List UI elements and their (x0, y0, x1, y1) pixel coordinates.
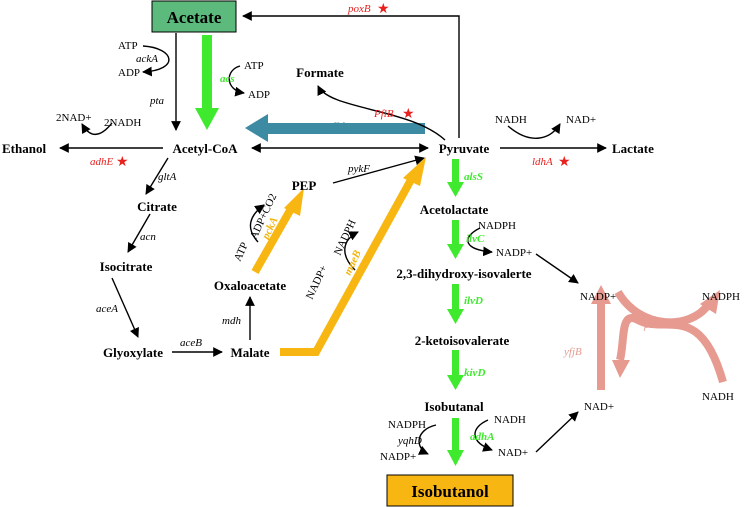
nad-ldh-label: NAD+ (566, 114, 596, 126)
ilvC-cofactor (467, 227, 493, 257)
nad-right-label: NAD+ (584, 401, 614, 413)
acetate-label: Acetate (167, 8, 222, 27)
ketoisovalerate-label: 2-ketoisovalerate (415, 333, 510, 348)
adhE-star: ★ (116, 155, 129, 170)
glyoxylate-label: Glyoxylate (103, 345, 163, 360)
yfjB-arrowhead (591, 285, 611, 304)
pntAB-arrowhead-up (700, 290, 720, 314)
pntAB-arrow2 (614, 289, 712, 327)
ethanol-label: Ethanol (2, 141, 46, 156)
atp-pck-label: ATP (232, 240, 251, 263)
ilvC-label: ilvC (466, 233, 485, 245)
malate-label: Malate (231, 345, 270, 360)
pykF-line (332, 155, 425, 184)
ldhA-star: ★ (558, 155, 571, 170)
kivD-label: kivD (464, 367, 485, 379)
nadph-right-label: NADPH (702, 291, 740, 303)
ydbk-arrow (245, 114, 425, 142)
pep-label: PEP (292, 178, 317, 193)
alsS-label: alsS (464, 171, 483, 183)
nad-transfer-line (535, 411, 579, 453)
pta-label: pta (149, 95, 165, 107)
acetyl-coa-label: Acetyl-CoA (173, 141, 239, 156)
pckA-arrowhead (284, 188, 304, 216)
nadp-right-label: NADP+ (580, 291, 616, 303)
poxB-star: ★ (377, 2, 390, 17)
dihydroxy-isovalerate-label: 2,3-dihydroxy-isovalerte (396, 266, 531, 281)
aceA-label: aceA (96, 303, 118, 315)
acetate-box (151, 0, 237, 33)
ilvD-label: ilvD (464, 295, 483, 307)
adhA-cofactor (474, 419, 493, 452)
pntAB-label: pntAB (643, 319, 672, 331)
poxB-line (242, 11, 460, 138)
mdh-label: mdh (222, 315, 241, 327)
green-chain (447, 159, 464, 466)
oxaloacetate-label: Oxaloacetate (214, 278, 286, 293)
ldhA-label: ldhA (532, 156, 553, 168)
pflB-star: ★ (402, 107, 415, 122)
maeB-cofactor (344, 231, 359, 271)
lactate-label: Lactate (612, 141, 654, 156)
nad-adh-label: 2NAD+ (56, 112, 92, 124)
nadp-transfer-line (535, 253, 579, 284)
isobutanal-label: Isobutanal (424, 399, 484, 414)
adhE-cofactor (81, 122, 113, 136)
poxB-label: poxB (347, 3, 371, 15)
ydbk-label: ydbk (324, 121, 348, 133)
nadp-ilvc-label: NADP+ (496, 247, 532, 259)
atp-ack-label: ATP (118, 40, 138, 52)
acs-arrow (195, 35, 219, 130)
pflB-label: PflB (373, 108, 394, 120)
atp-acs-label: ATP (244, 60, 264, 72)
ackA-cofactor (142, 45, 170, 77)
acs-cofactor (228, 65, 245, 97)
adp-ack-label: ADP (118, 67, 140, 79)
formate-label: Formate (296, 65, 344, 80)
yfjB-label: yfjB (563, 346, 582, 358)
pckA-arrow (251, 205, 296, 274)
nadh-adha-label: NADH (494, 414, 526, 426)
pflB-line (317, 85, 446, 141)
isobutanol-label: Isobutanol (411, 482, 489, 501)
adp-acs-label: ADP (248, 89, 270, 101)
yqhD-label: yqhD (397, 435, 422, 447)
gltA-label: gltA (158, 171, 177, 183)
nadh-right-label: NADH (702, 391, 734, 403)
ackA-label: ackA (136, 53, 158, 65)
aceB-label: aceB (180, 337, 202, 349)
citrate-label: Citrate (137, 199, 177, 214)
nadp-yqhd-label: NADP+ (380, 451, 416, 463)
pckA-cofactor (249, 204, 265, 243)
isobutanol-box (386, 474, 514, 507)
nadh-ldh-label: NADH (495, 114, 527, 126)
pntAB-arrow (616, 314, 727, 384)
pyruvate-label: Pyruvate (439, 141, 490, 156)
acn-label: acn (140, 231, 156, 243)
adhA-label: adhA (470, 431, 494, 443)
ldhA-cofactor (507, 123, 561, 139)
nadph-ilvc-label: NADPH (478, 220, 516, 232)
nadh-adh-label: 2NADH (104, 117, 141, 129)
maeB-arrow (280, 176, 416, 356)
aceA-line (111, 277, 139, 338)
pykF-label: pykF (347, 163, 370, 175)
acetolactate-label: Acetolactate (420, 202, 489, 217)
acn-line (127, 213, 151, 253)
pntAB-arrowhead-down (612, 360, 630, 378)
nadp-mae-label: NADP+ (304, 263, 330, 301)
nad-adha-label: NAD+ (498, 447, 528, 459)
gltA-line (145, 157, 169, 195)
nadph-yqhd-label: NADPH (388, 419, 426, 431)
yqhD-cofactor (417, 424, 437, 455)
adhE-label: adhE (90, 156, 114, 168)
isocitrate-label: Isocitrate (100, 259, 153, 274)
acs-label: acs (220, 73, 235, 85)
